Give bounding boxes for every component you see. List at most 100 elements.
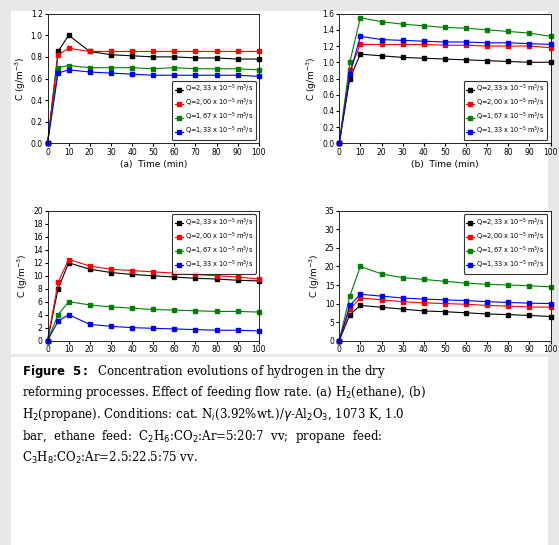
Q=1,33 x 10$^{-5}$ m$^3$/s xyxy=(484,40,491,46)
Q=2,00 x 10$^{-5}$ m$^3$/s xyxy=(442,300,448,307)
X-axis label: (a)  Time (min): (a) Time (min) xyxy=(120,160,187,169)
Q=2,00 x 10$^{-5}$ m$^3$/s xyxy=(484,43,491,50)
Q=1,67 x 10$^{-5}$ m$^3$/s xyxy=(505,28,511,35)
Q=2,33 x 10$^{-5}$ m$^3$/s xyxy=(526,312,533,319)
Q=1,33 x 10$^{-5}$ m$^3$/s xyxy=(171,72,178,78)
Text: $\bf{Figure\ \ 5:}$  Concentration evolutions of hydrogen in the dry
reforming p: $\bf{Figure\ \ 5:}$ Concentration evolut… xyxy=(22,362,426,466)
Q=2,00 x 10$^{-5}$ m$^3$/s xyxy=(399,41,406,48)
X-axis label: (b)  Time (min): (b) Time (min) xyxy=(411,160,479,169)
Q=1,67 x 10$^{-5}$ m$^3$/s xyxy=(399,274,406,281)
Q=1,33 x 10$^{-5}$ m$^3$/s xyxy=(357,291,364,298)
Q=2,00 x 10$^{-5}$ m$^3$/s xyxy=(378,296,385,303)
Q=1,33 x 10$^{-5}$ m$^3$/s xyxy=(526,300,533,306)
Q=2,33 x 10$^{-5}$ m$^3$/s xyxy=(55,48,61,54)
Q=2,00 x 10$^{-5}$ m$^3$/s xyxy=(547,304,554,311)
Line: Q=2,00 x 10$^{-5}$ m$^3$/s: Q=2,00 x 10$^{-5}$ m$^3$/s xyxy=(337,296,553,343)
Q=1,67 x 10$^{-5}$ m$^3$/s xyxy=(129,64,135,71)
Q=2,33 x 10$^{-5}$ m$^3$/s xyxy=(378,304,385,311)
Q=2,00 x 10$^{-5}$ m$^3$/s xyxy=(55,51,61,58)
Q=1,33 x 10$^{-5}$ m$^3$/s xyxy=(65,66,72,73)
Line: Q=1,33 x 10$^{-5}$ m$^3$/s: Q=1,33 x 10$^{-5}$ m$^3$/s xyxy=(45,68,261,146)
Line: Q=1,67 x 10$^{-5}$ m$^3$/s: Q=1,67 x 10$^{-5}$ m$^3$/s xyxy=(337,16,553,146)
Q=1,67 x 10$^{-5}$ m$^3$/s xyxy=(463,280,470,287)
Q=2,00 x 10$^{-5}$ m$^3$/s xyxy=(150,48,157,54)
Q=1,67 x 10$^{-5}$ m$^3$/s xyxy=(129,305,135,311)
Q=1,33 x 10$^{-5}$ m$^3$/s xyxy=(378,37,385,43)
Q=1,33 x 10$^{-5}$ m$^3$/s xyxy=(171,326,178,332)
Q=2,33 x 10$^{-5}$ m$^3$/s xyxy=(484,57,491,64)
Line: Q=2,00 x 10$^{-5}$ m$^3$/s: Q=2,00 x 10$^{-5}$ m$^3$/s xyxy=(337,43,553,146)
Q=2,00 x 10$^{-5}$ m$^3$/s xyxy=(255,48,262,54)
Q=1,67 x 10$^{-5}$ m$^3$/s xyxy=(547,33,554,40)
Q=1,67 x 10$^{-5}$ m$^3$/s xyxy=(442,278,448,284)
Q=2,00 x 10$^{-5}$ m$^3$/s xyxy=(547,44,554,51)
Q=2,33 x 10$^{-5}$ m$^3$/s xyxy=(505,58,511,65)
Q=2,00 x 10$^{-5}$ m$^3$/s xyxy=(463,42,470,49)
Y-axis label: C (g/m$^{-3}$): C (g/m$^{-3}$) xyxy=(305,56,319,101)
Q=1,67 x 10$^{-5}$ m$^3$/s xyxy=(357,263,364,270)
Q=2,33 x 10$^{-5}$ m$^3$/s xyxy=(255,56,262,62)
X-axis label: (d)  Time (min): (d) Time (min) xyxy=(411,358,479,366)
Q=1,33 x 10$^{-5}$ m$^3$/s xyxy=(357,33,364,40)
Q=2,33 x 10$^{-5}$ m$^3$/s xyxy=(357,51,364,57)
Q=2,00 x 10$^{-5}$ m$^3$/s xyxy=(171,48,178,54)
Q=2,33 x 10$^{-5}$ m$^3$/s xyxy=(107,51,114,58)
Line: Q=2,33 x 10$^{-5}$ m$^3$/s: Q=2,33 x 10$^{-5}$ m$^3$/s xyxy=(337,304,553,343)
Q=2,33 x 10$^{-5}$ m$^3$/s xyxy=(420,308,427,314)
Q=1,67 x 10$^{-5}$ m$^3$/s xyxy=(192,65,199,72)
Q=2,33 x 10$^{-5}$ m$^3$/s xyxy=(547,313,554,320)
Q=2,00 x 10$^{-5}$ m$^3$/s xyxy=(65,45,72,51)
Q=1,33 x 10$^{-5}$ m$^3$/s xyxy=(55,318,61,324)
Q=1,33 x 10$^{-5}$ m$^3$/s xyxy=(526,40,533,47)
Q=1,67 x 10$^{-5}$ m$^3$/s xyxy=(442,24,448,31)
Line: Q=1,67 x 10$^{-5}$ m$^3$/s: Q=1,67 x 10$^{-5}$ m$^3$/s xyxy=(45,63,261,146)
Q=2,00 x 10$^{-5}$ m$^3$/s xyxy=(357,295,364,301)
Q=1,67 x 10$^{-5}$ m$^3$/s xyxy=(255,309,262,316)
Y-axis label: C (g/m$^{-3}$): C (g/m$^{-3}$) xyxy=(13,56,28,101)
Q=1,33 x 10$^{-5}$ m$^3$/s xyxy=(44,140,51,147)
Q=1,67 x 10$^{-5}$ m$^3$/s xyxy=(171,307,178,313)
Q=2,33 x 10$^{-5}$ m$^3$/s xyxy=(399,306,406,312)
Q=1,33 x 10$^{-5}$ m$^3$/s xyxy=(234,327,241,334)
Q=1,33 x 10$^{-5}$ m$^3$/s xyxy=(214,327,220,334)
Q=1,67 x 10$^{-5}$ m$^3$/s xyxy=(347,59,353,65)
Q=1,33 x 10$^{-5}$ m$^3$/s xyxy=(87,69,93,75)
Q=2,33 x 10$^{-5}$ m$^3$/s xyxy=(505,311,511,318)
Q=1,67 x 10$^{-5}$ m$^3$/s xyxy=(347,293,353,299)
Q=2,33 x 10$^{-5}$ m$^3$/s xyxy=(192,275,199,282)
Q=1,67 x 10$^{-5}$ m$^3$/s xyxy=(87,64,93,71)
Q=1,67 x 10$^{-5}$ m$^3$/s xyxy=(378,271,385,277)
Q=2,33 x 10$^{-5}$ m$^3$/s xyxy=(420,55,427,62)
Q=2,00 x 10$^{-5}$ m$^3$/s xyxy=(234,274,241,280)
Q=1,67 x 10$^{-5}$ m$^3$/s xyxy=(526,282,533,289)
Q=1,67 x 10$^{-5}$ m$^3$/s xyxy=(55,64,61,71)
Q=2,33 x 10$^{-5}$ m$^3$/s xyxy=(347,311,353,318)
Q=2,00 x 10$^{-5}$ m$^3$/s xyxy=(255,276,262,282)
Line: Q=1,33 x 10$^{-5}$ m$^3$/s: Q=1,33 x 10$^{-5}$ m$^3$/s xyxy=(337,292,553,343)
Q=2,33 x 10$^{-5}$ m$^3$/s xyxy=(336,140,343,147)
Q=1,33 x 10$^{-5}$ m$^3$/s xyxy=(505,299,511,306)
Q=2,33 x 10$^{-5}$ m$^3$/s xyxy=(171,53,178,60)
Q=1,33 x 10$^{-5}$ m$^3$/s xyxy=(442,296,448,303)
Q=2,00 x 10$^{-5}$ m$^3$/s xyxy=(87,48,93,54)
Q=1,33 x 10$^{-5}$ m$^3$/s xyxy=(255,328,262,334)
Q=1,67 x 10$^{-5}$ m$^3$/s xyxy=(526,30,533,37)
Q=1,67 x 10$^{-5}$ m$^3$/s xyxy=(65,62,72,69)
Line: Q=2,00 x 10$^{-5}$ m$^3$/s: Q=2,00 x 10$^{-5}$ m$^3$/s xyxy=(45,257,261,343)
Q=2,00 x 10$^{-5}$ m$^3$/s xyxy=(505,43,511,50)
Q=2,00 x 10$^{-5}$ m$^3$/s xyxy=(129,48,135,54)
Q=2,00 x 10$^{-5}$ m$^3$/s xyxy=(442,42,448,49)
Q=2,33 x 10$^{-5}$ m$^3$/s xyxy=(192,54,199,61)
Q=1,33 x 10$^{-5}$ m$^3$/s xyxy=(150,325,157,331)
Q=2,00 x 10$^{-5}$ m$^3$/s xyxy=(214,272,220,279)
Q=1,67 x 10$^{-5}$ m$^3$/s xyxy=(505,282,511,288)
Q=2,33 x 10$^{-5}$ m$^3$/s xyxy=(87,266,93,272)
Q=2,00 x 10$^{-5}$ m$^3$/s xyxy=(129,267,135,274)
Q=1,67 x 10$^{-5}$ m$^3$/s xyxy=(484,281,491,288)
Q=2,00 x 10$^{-5}$ m$^3$/s xyxy=(505,303,511,310)
Q=2,33 x 10$^{-5}$ m$^3$/s xyxy=(234,56,241,62)
Q=1,67 x 10$^{-5}$ m$^3$/s xyxy=(547,283,554,290)
Q=1,33 x 10$^{-5}$ m$^3$/s xyxy=(378,293,385,299)
Line: Q=1,33 x 10$^{-5}$ m$^3$/s: Q=1,33 x 10$^{-5}$ m$^3$/s xyxy=(45,313,261,343)
Q=1,67 x 10$^{-5}$ m$^3$/s xyxy=(399,21,406,27)
